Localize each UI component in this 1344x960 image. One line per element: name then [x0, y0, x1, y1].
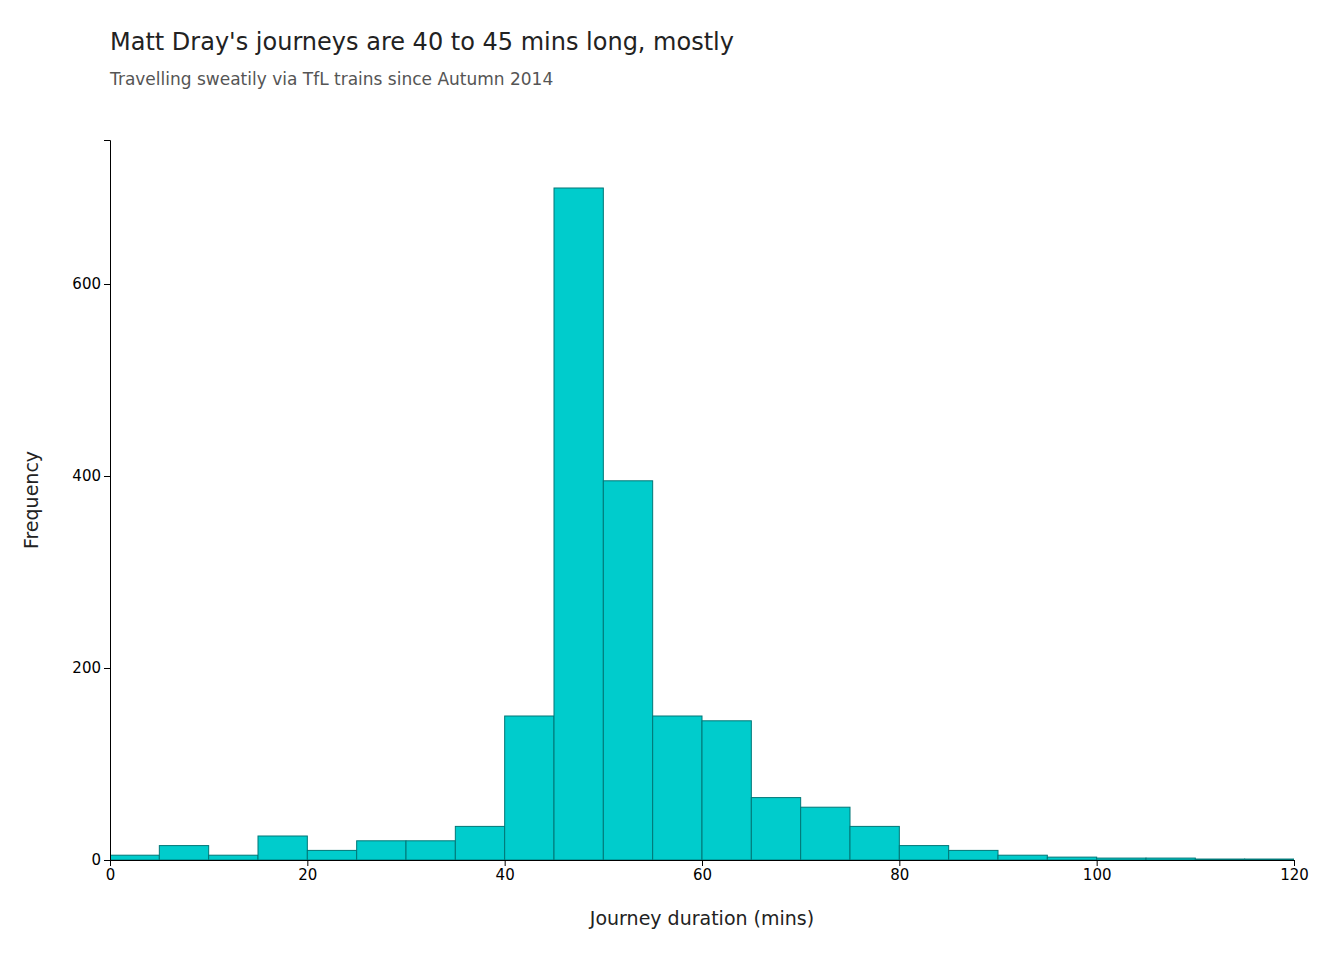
- tick: 40: [496, 860, 515, 884]
- tick: 400: [72, 467, 110, 485]
- tick: 0: [91, 851, 110, 869]
- bar: [603, 481, 652, 860]
- tick: 200: [72, 659, 110, 677]
- bar: [1195, 859, 1244, 860]
- tick-label: 60: [693, 866, 712, 884]
- tick: 600: [72, 275, 110, 293]
- x-axis-title: Journey duration (mins): [589, 907, 814, 929]
- bar: [850, 826, 899, 860]
- tick: 120: [1280, 860, 1309, 884]
- tick: 60: [693, 860, 712, 884]
- subtitle: Travelling sweatily via TfL trains since…: [109, 69, 553, 89]
- tick: 100: [1083, 860, 1112, 884]
- bar: [998, 855, 1047, 860]
- tick-mark: [104, 668, 110, 669]
- tick-label: 20: [298, 866, 317, 884]
- bar: [455, 826, 504, 860]
- bar: [307, 850, 356, 860]
- bar: [554, 188, 603, 860]
- bar: [1097, 858, 1146, 860]
- bar: [1245, 859, 1294, 860]
- bar: [801, 807, 850, 860]
- tick-label: 80: [890, 866, 909, 884]
- bars: [110, 188, 1294, 860]
- bar: [110, 855, 159, 860]
- tick-mark: [104, 476, 110, 477]
- bar: [505, 716, 554, 860]
- tick-label: 0: [91, 851, 101, 869]
- tick: 80: [890, 860, 909, 884]
- plot-area: 0 20 40 60 80 100 120 0 200 400 600: [72, 141, 1308, 884]
- tick-label: 200: [72, 659, 101, 677]
- tick-label: 40: [496, 866, 515, 884]
- bar: [159, 846, 208, 860]
- tick: 0: [106, 860, 116, 884]
- chart: Matt Dray's journeys are 40 to 45 mins l…: [0, 0, 1344, 960]
- bar: [406, 841, 455, 860]
- axis-line: [104, 141, 111, 861]
- tick-label: 400: [72, 467, 101, 485]
- y-axis-title: Frequency: [20, 451, 42, 549]
- bar: [899, 846, 948, 860]
- bar: [949, 850, 998, 860]
- tick-label: 0: [106, 866, 116, 884]
- bar: [751, 798, 800, 860]
- title: Matt Dray's journeys are 40 to 45 mins l…: [110, 28, 734, 56]
- bar: [357, 841, 406, 860]
- bar: [1146, 858, 1195, 860]
- tick-mark: [104, 284, 110, 285]
- bar: [209, 855, 258, 860]
- tick-label: 120: [1280, 866, 1309, 884]
- bar: [653, 716, 702, 860]
- bar: [1047, 857, 1096, 860]
- bar: [258, 836, 307, 860]
- y-axis: 0 200 400 600: [72, 141, 110, 870]
- tick-label: 100: [1083, 866, 1112, 884]
- bar: [702, 721, 751, 860]
- tick-label: 600: [72, 275, 101, 293]
- tick: 20: [298, 860, 317, 884]
- tick-mark: [104, 860, 110, 861]
- x-axis: 0 20 40 60 80 100 120: [106, 860, 1309, 884]
